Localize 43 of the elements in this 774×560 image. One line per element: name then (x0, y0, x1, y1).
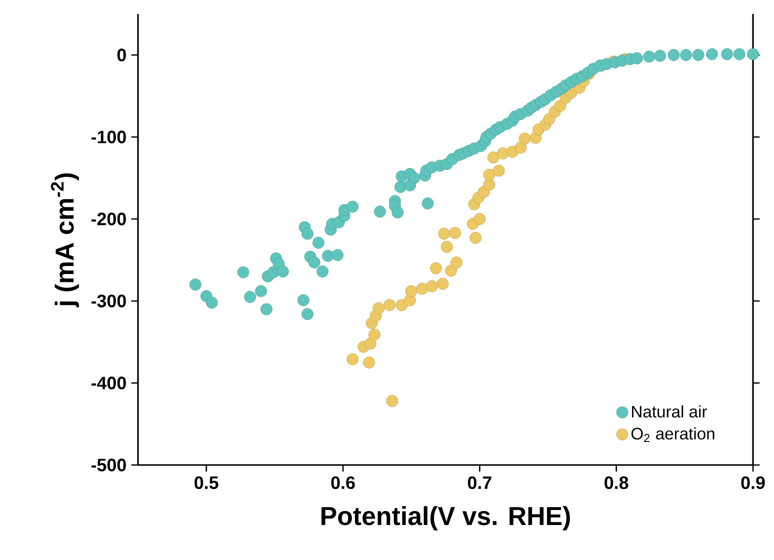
point (449, 227, 461, 239)
point (554, 100, 566, 112)
point (470, 232, 482, 244)
point (384, 299, 396, 312)
y-tick-label: -400 (91, 376, 126, 390)
point (346, 353, 358, 366)
point (364, 338, 376, 350)
point (492, 164, 505, 177)
x-tick-label: 0.7 (468, 476, 492, 490)
point (496, 147, 509, 160)
point (438, 228, 450, 240)
point (405, 285, 418, 298)
y-tick-label: 0 (117, 48, 126, 62)
point (445, 264, 457, 277)
x-tick-label: 0.8 (604, 476, 628, 490)
point (426, 280, 438, 292)
point (474, 213, 486, 225)
x-tick-label: 0.5 (194, 476, 218, 490)
legend-label: O$_{2}$ aeration (631, 427, 714, 442)
point (430, 262, 442, 274)
y-tick-label: -200 (91, 212, 126, 226)
x-tick-label: 0.9 (741, 476, 765, 490)
point (483, 168, 496, 181)
point (416, 282, 428, 295)
y-tick-label: -100 (91, 130, 126, 144)
point (483, 178, 496, 190)
point (440, 240, 453, 253)
point (386, 395, 398, 407)
point (518, 132, 531, 145)
point (436, 278, 449, 290)
x-axis-title: Potential(V vs. RHE) (322, 506, 570, 530)
point (487, 152, 500, 164)
legend-label: Natural air (632, 405, 707, 418)
point (450, 256, 462, 268)
y-tick-label: -300 (91, 294, 126, 308)
y-tick-label: -500 (91, 458, 126, 472)
x-tick-label: 0.6 (331, 476, 355, 490)
point (363, 356, 375, 368)
point (368, 328, 380, 341)
y-axis-title: j (mA cm$^{-2}$) (50, 173, 79, 308)
point (372, 302, 384, 314)
point (396, 299, 408, 312)
point (514, 142, 527, 154)
